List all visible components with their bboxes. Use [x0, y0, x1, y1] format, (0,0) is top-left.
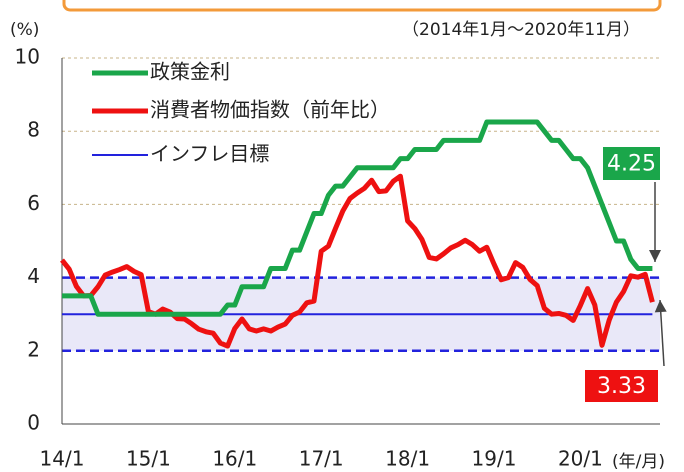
arrow-head	[654, 300, 667, 313]
x-tick-label: 14/1	[40, 447, 85, 471]
legend-label: インフレ目標	[150, 142, 269, 166]
y-tick-label: 6	[27, 191, 40, 215]
arrow-head	[649, 250, 661, 262]
header-frame	[62, 0, 662, 12]
y-tick-label: 0	[27, 411, 40, 435]
y-tick-label: 8	[27, 118, 40, 142]
subtitle: （2014年1月～2020年11月）	[402, 20, 640, 40]
legend-label: 消費者物価指数（前年比）	[150, 98, 390, 122]
y-axis-label: (%)	[10, 20, 39, 40]
y-tick-label: 4	[27, 264, 40, 288]
series-line	[62, 119, 653, 317]
annotation-box	[603, 147, 660, 180]
x-tick-label: 20/1	[558, 447, 603, 471]
x-tick-label: 15/1	[126, 447, 171, 471]
annotation-box	[585, 370, 658, 402]
series-line	[60, 173, 655, 349]
annotation-label: 3.33	[597, 374, 646, 399]
x-tick-label: 17/1	[299, 447, 344, 471]
x-tick-label: 16/1	[212, 447, 257, 471]
y-tick-label: 2	[27, 337, 40, 361]
legend-label: 政策金利	[150, 60, 230, 84]
x-tick-label: 19/1	[472, 447, 517, 471]
y-tick-label: 10	[15, 45, 40, 69]
annotation-label: 4.25	[607, 152, 656, 177]
x-tick-label: 18/1	[385, 447, 430, 471]
x-axis-label: (年/月)	[612, 452, 665, 472]
